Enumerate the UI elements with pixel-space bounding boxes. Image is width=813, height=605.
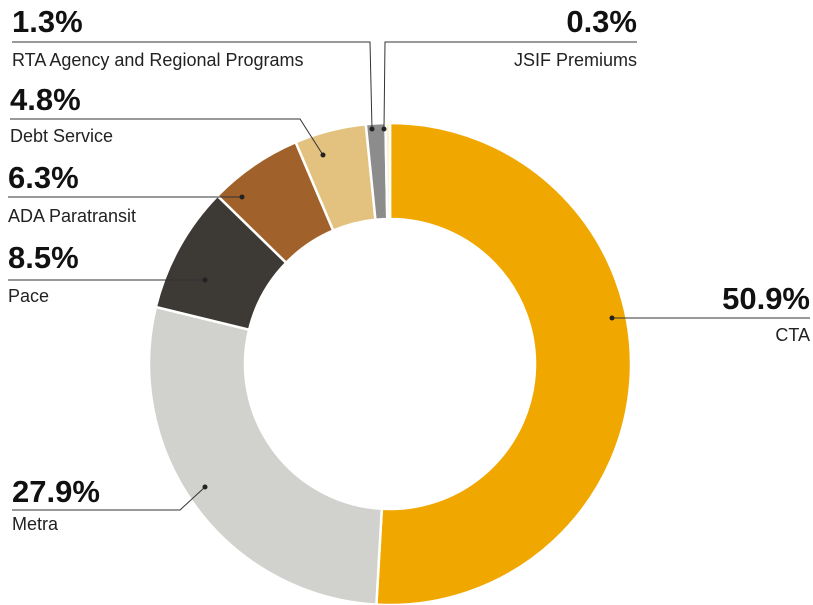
donut-segment [375, 121, 633, 605]
leader-dot [609, 315, 615, 321]
category-label: Pace [8, 286, 49, 306]
category-label: Metra [12, 514, 59, 534]
leader-dot [381, 126, 387, 132]
category-label: CTA [775, 325, 810, 345]
value-label: 27.9% [12, 474, 100, 509]
category-label: RTA Agency and Regional Programs [12, 50, 304, 70]
donut-segment [147, 305, 384, 605]
value-label: 6.3% [8, 160, 79, 195]
value-label: 0.3% [566, 4, 637, 39]
leader-dot [202, 277, 208, 283]
value-label: 1.3% [12, 4, 83, 39]
leader-dot [369, 126, 375, 132]
leader-line [12, 41, 373, 130]
leader-line [10, 118, 324, 156]
value-label: 8.5% [8, 240, 79, 275]
donut-segment [384, 121, 392, 221]
category-label: JSIF Premiums [514, 50, 637, 70]
leader-dot [320, 152, 326, 158]
leader-dot [202, 484, 208, 490]
category-label: Debt Service [10, 126, 113, 146]
leader-dot [239, 194, 245, 200]
value-label: 4.8% [10, 82, 81, 117]
leader-line [383, 41, 637, 130]
leader-line [12, 486, 206, 511]
value-label: 50.9% [722, 281, 810, 316]
category-label: ADA Paratransit [8, 206, 136, 226]
